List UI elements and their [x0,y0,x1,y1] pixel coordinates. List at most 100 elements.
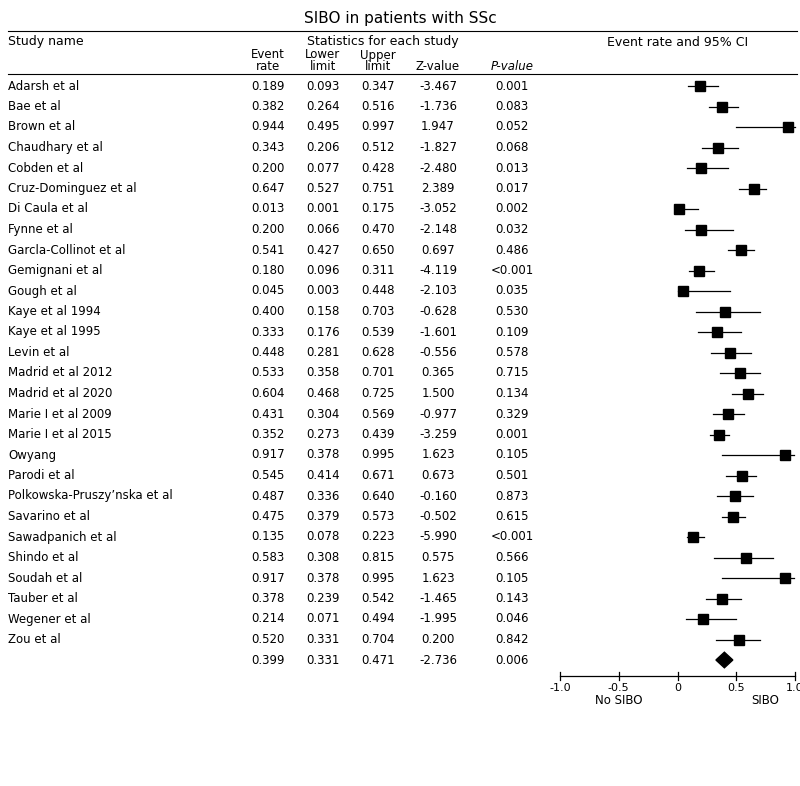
Text: 0.158: 0.158 [306,305,340,318]
Text: 0.715: 0.715 [495,366,529,380]
Text: 0.304: 0.304 [306,407,340,421]
Text: SIBO in patients with SSc: SIBO in patients with SSc [304,10,496,25]
Text: -0.556: -0.556 [419,346,457,359]
Text: -3.467: -3.467 [419,79,457,93]
Text: -1.465: -1.465 [419,592,457,605]
Text: -0.160: -0.160 [419,490,457,502]
Text: 0.308: 0.308 [306,551,340,564]
Text: 0.530: 0.530 [495,305,529,318]
Text: Adarsh et al: Adarsh et al [8,79,79,93]
Text: 0.995: 0.995 [362,449,394,461]
Text: 0.428: 0.428 [362,161,394,174]
Text: Owyang: Owyang [8,449,56,461]
Text: Sawadpanich et al: Sawadpanich et al [8,531,117,543]
Text: Kaye et al 1995: Kaye et al 1995 [8,325,101,339]
Text: 0.516: 0.516 [362,100,394,113]
Text: Bae et al: Bae et al [8,100,61,113]
Text: 0.533: 0.533 [251,366,285,380]
Text: 0.264: 0.264 [306,100,340,113]
Text: 0.573: 0.573 [362,510,394,523]
Text: 0.347: 0.347 [362,79,394,93]
Text: <0.001: <0.001 [490,264,534,277]
Text: 0.604: 0.604 [251,387,285,400]
Text: 0.520: 0.520 [251,633,285,646]
Text: Study name: Study name [8,35,84,49]
Text: -4.119: -4.119 [419,264,457,277]
Text: 0.704: 0.704 [362,633,394,646]
Text: 0.486: 0.486 [495,244,529,256]
Text: 0.068: 0.068 [495,141,529,154]
Text: 0.545: 0.545 [251,469,285,482]
Text: 0.382: 0.382 [251,100,285,113]
Text: 0.873: 0.873 [495,490,529,502]
Text: 0.105: 0.105 [495,571,529,585]
Text: 0.206: 0.206 [306,141,340,154]
Text: 0.427: 0.427 [306,244,340,256]
Text: 0.052: 0.052 [495,120,529,134]
Text: 0.096: 0.096 [306,264,340,277]
Text: 0.329: 0.329 [495,407,529,421]
Text: 0.200: 0.200 [251,161,285,174]
Text: 0.541: 0.541 [251,244,285,256]
Text: 0.414: 0.414 [306,469,340,482]
Text: -5.990: -5.990 [419,531,457,543]
Text: 0.175: 0.175 [362,203,394,215]
Text: 0.017: 0.017 [495,182,529,195]
Text: 0.701: 0.701 [362,366,394,380]
Text: -2.480: -2.480 [419,161,457,174]
Text: 0.448: 0.448 [362,285,394,297]
Text: 0.189: 0.189 [251,79,285,93]
Text: 0.045: 0.045 [251,285,285,297]
Text: -3.052: -3.052 [419,203,457,215]
Text: 0.083: 0.083 [495,100,529,113]
Text: Brown et al: Brown et al [8,120,75,134]
Text: 0.333: 0.333 [251,325,285,339]
Text: 0.501: 0.501 [495,469,529,482]
Text: -1.995: -1.995 [419,612,457,626]
Text: 0.378: 0.378 [306,571,340,585]
Text: 0.013: 0.013 [251,203,285,215]
Text: 0: 0 [674,683,681,693]
Text: 0.583: 0.583 [251,551,285,564]
Text: Parodi et al: Parodi et al [8,469,74,482]
Text: Kaye et al 1994: Kaye et al 1994 [8,305,101,318]
Text: 0.439: 0.439 [362,428,394,441]
Text: 1.500: 1.500 [422,387,454,400]
Text: 0.470: 0.470 [362,223,394,236]
Text: Tauber et al: Tauber et al [8,592,78,605]
Text: 0.815: 0.815 [362,551,394,564]
Text: 1.0: 1.0 [786,683,800,693]
Text: 0.495: 0.495 [306,120,340,134]
Text: 0.200: 0.200 [251,223,285,236]
Text: 0.077: 0.077 [306,161,340,174]
Text: 0.002: 0.002 [495,203,529,215]
Text: 1.947: 1.947 [421,120,455,134]
Text: 0.223: 0.223 [362,531,394,543]
Text: 0.239: 0.239 [306,592,340,605]
Text: Zou et al: Zou et al [8,633,61,646]
Text: Upper: Upper [360,49,396,61]
Text: -0.628: -0.628 [419,305,457,318]
Text: 0.071: 0.071 [306,612,340,626]
Text: SIBO: SIBO [752,694,779,707]
Text: Levin et al: Levin et al [8,346,70,359]
Text: Z-value: Z-value [416,61,460,74]
Text: 0.448: 0.448 [251,346,285,359]
Text: 0.365: 0.365 [422,366,454,380]
Text: 0.399: 0.399 [251,653,285,667]
Text: 0.032: 0.032 [495,223,529,236]
Text: 0.527: 0.527 [306,182,340,195]
Text: -1.827: -1.827 [419,141,457,154]
Text: 0.013: 0.013 [495,161,529,174]
Text: 0.379: 0.379 [306,510,340,523]
Text: -2.103: -2.103 [419,285,457,297]
Text: Event: Event [251,49,285,61]
Text: 0.539: 0.539 [362,325,394,339]
Text: 0.331: 0.331 [306,653,340,667]
Text: 0.311: 0.311 [362,264,394,277]
Text: Chaudhary et al: Chaudhary et al [8,141,103,154]
Text: 2.389: 2.389 [422,182,454,195]
Text: 0.512: 0.512 [362,141,394,154]
Text: 0.431: 0.431 [251,407,285,421]
Text: 0.650: 0.650 [362,244,394,256]
